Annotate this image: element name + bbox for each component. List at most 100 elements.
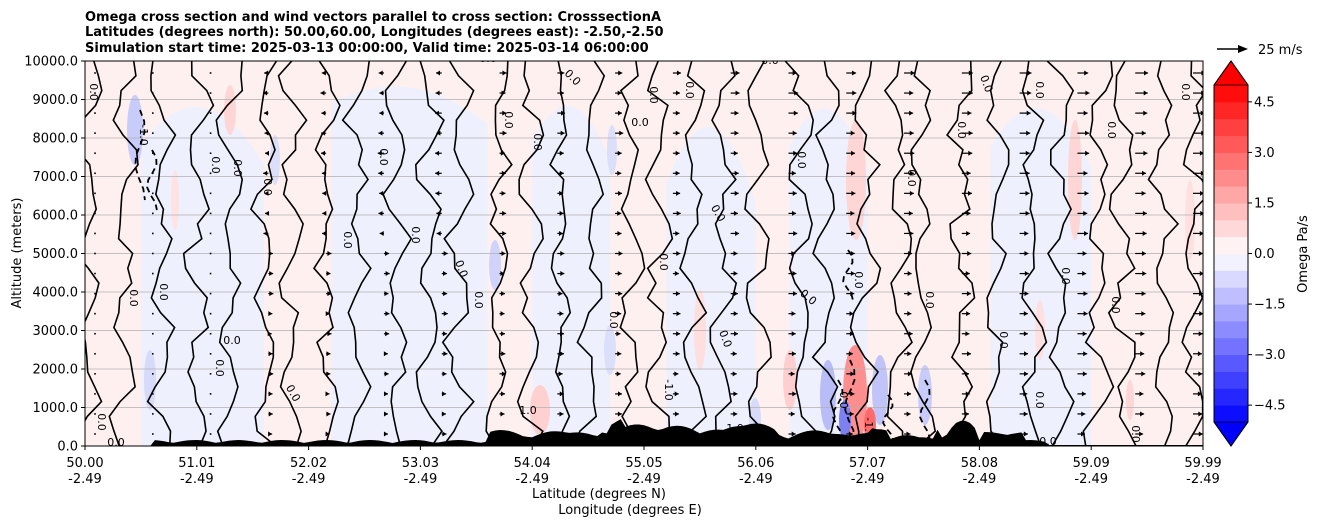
wind-vector-head [1024, 230, 1029, 236]
wind-vector-head [500, 331, 505, 337]
contour-label: 0.0 [837, 391, 850, 409]
contour-label: 0.0 [157, 283, 170, 301]
fill-blob [144, 350, 156, 410]
wind-vector [209, 172, 212, 175]
wind-vector-head [676, 210, 681, 216]
wind-vector-head [617, 170, 622, 176]
wind-vector-head [793, 291, 798, 297]
wind-vector-head [435, 170, 440, 176]
wind-vector [94, 272, 96, 275]
x-tick-label-lon: -2.49 [404, 472, 438, 487]
wind-vector-head [1082, 331, 1087, 337]
wind-vector-head [1084, 70, 1089, 76]
wind-vector-head [909, 130, 914, 136]
contour-line-zero [744, 61, 772, 446]
contour-line-negative [134, 109, 146, 201]
wind-vector-head [617, 411, 622, 417]
wind-vector-head [559, 391, 564, 397]
wind-vector-head [675, 110, 680, 116]
contour-line-zero [146, 61, 177, 446]
wind-vector [94, 232, 96, 235]
colorbar-tick-label: 4.5 [1254, 95, 1275, 110]
wind-vector-head [326, 371, 331, 377]
contour-label: 0.0 [716, 328, 734, 349]
x-axis-label-latitude: Latitude (degrees N) [532, 487, 666, 502]
contour-line-zero [910, 61, 937, 446]
wind-vector-head [965, 331, 970, 337]
y-tick-label: 9000.0 [33, 93, 79, 108]
wind-vector-head [1026, 110, 1031, 116]
wind-vector-head [618, 391, 623, 397]
colorbar-tick-label: −1.5 [1254, 298, 1286, 313]
wind-vector-head [443, 311, 448, 317]
wind-vector [209, 292, 212, 295]
x-tick-label-lon: -2.49 [180, 472, 214, 487]
wind-vector-head [378, 70, 383, 76]
wind-vector-head [733, 251, 738, 256]
wind-vector-head [264, 70, 269, 76]
wind-vector-head [500, 150, 505, 156]
wind-vector-head [617, 311, 622, 317]
y-tick-label: 8000.0 [33, 132, 79, 147]
fill-band [532, 105, 611, 446]
colorbar-segment [1214, 270, 1248, 288]
wind-vector-head [1083, 291, 1088, 297]
wind-vector-head [500, 271, 505, 277]
contour-label: 0.0 [479, 52, 497, 65]
wind-vector-head [1197, 391, 1202, 397]
x-tick-label-lon: -2.49 [68, 472, 102, 487]
contour-line-zero [811, 61, 840, 446]
wind-vector-head [442, 271, 447, 277]
wind-vector-head [907, 391, 912, 397]
contour-label: 0.0 [923, 291, 936, 309]
wind-vector-head [848, 351, 853, 357]
wind-vector [94, 373, 96, 375]
wind-vector-head [1024, 351, 1029, 357]
fill-blob [270, 135, 280, 185]
wind-vector-head [735, 90, 740, 96]
wind-vector-head [850, 210, 855, 216]
wind-vector-head [1199, 311, 1203, 317]
wind-vector-head [560, 331, 565, 337]
wind-vector [209, 192, 212, 195]
wind-vector [94, 192, 96, 195]
wind-vector-head [501, 170, 506, 176]
wind-vector [209, 252, 212, 255]
wind-vector-head [1141, 371, 1146, 377]
contour-labels: 0.0 0.0 0.0 0.0 0.0 -1.0 0.0 0.0 0.0 0.0 0.0 0.0 0.0… [87, 52, 1192, 446]
x-tick-label-lat: 54.04 [514, 456, 551, 471]
colorbar-segment [1214, 253, 1248, 271]
wind-vector-head [501, 190, 506, 196]
wind-vector-head [269, 291, 274, 297]
wind-vector-head [849, 411, 854, 417]
wind-vector-head [1024, 371, 1029, 377]
wind-vector [94, 72, 96, 74]
wind-vector [94, 212, 96, 215]
wind-vector-head [379, 110, 384, 116]
wind-vector-head [1141, 291, 1146, 297]
wind-vector-head [734, 331, 739, 337]
wind-vector-head [379, 190, 384, 196]
wind-vector [94, 172, 96, 175]
x-tick-label-lon: -2.49 [963, 472, 997, 487]
y-tick-label: 1000.0 [33, 401, 79, 416]
wind-vector-head [326, 271, 331, 277]
wind-vector-head [1142, 210, 1147, 216]
wind-vector-head [327, 291, 332, 297]
contour-label: 0.0 [341, 231, 354, 249]
y-tick-label: 10000.0 [24, 55, 78, 70]
fill-band [666, 126, 756, 446]
wind-vector [209, 212, 212, 215]
wind-vector-head [1144, 70, 1149, 76]
wind-vector-head [384, 411, 389, 417]
contour-label: 0.0 [795, 151, 808, 169]
wind-vector-head [1082, 371, 1087, 377]
contour-label: 0.0 [209, 156, 222, 174]
wind-vector [151, 72, 154, 74]
wind-vector-head [793, 150, 798, 156]
wind-vector-head [559, 411, 564, 417]
wind-vector-head [321, 110, 326, 116]
wind-vector-head [1082, 251, 1087, 256]
contour-label: 0.0 [1109, 296, 1122, 314]
wind-vector-head [676, 251, 681, 256]
